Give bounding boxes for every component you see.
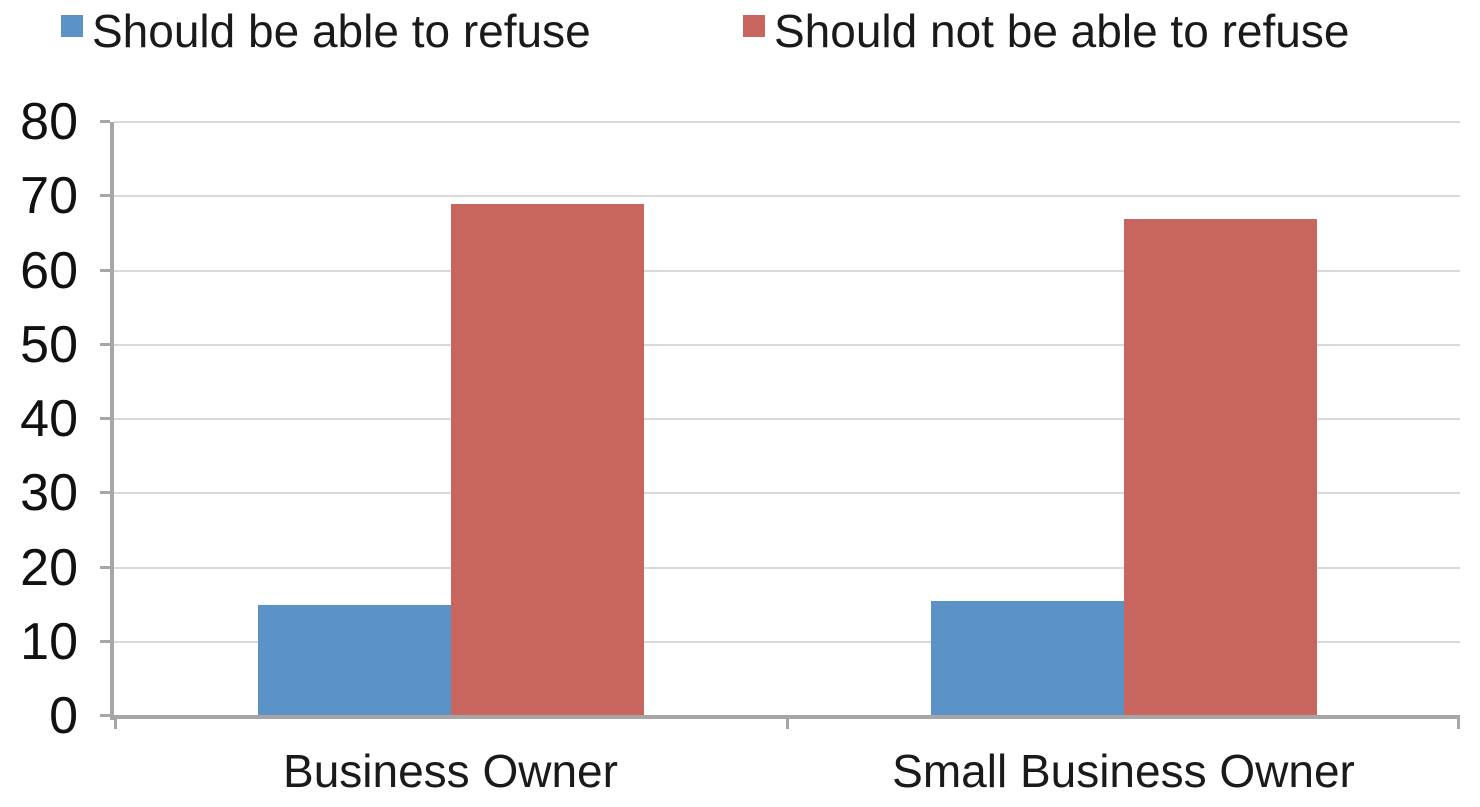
y-tick-label-40: 40	[20, 390, 78, 448]
y-tick-label-70: 70	[20, 167, 78, 226]
gridline-30	[114, 492, 1460, 495]
y-axis-tick-0	[100, 714, 110, 717]
bar-business-owner-should-be-able-to-refuse	[257, 605, 451, 716]
x-axis-labels: Business Owner Small Business Owner	[0, 748, 1480, 804]
y-axis-tick-40	[100, 417, 110, 420]
y-axis-labels: 0 10 20 30 40 50 60 70 80	[0, 96, 78, 742]
bar-business-owner-should-not-be-able-to-refuse	[450, 204, 644, 716]
y-axis-tick-70	[100, 194, 110, 198]
gridline-20	[114, 566, 1460, 569]
legend-item-should-be-able-to-refuse: Should be able to refuse	[61, 0, 591, 54]
legend-label: Should be able to refuse	[92, 5, 591, 57]
category-label-small-business-owner: Small Business Owner	[892, 745, 1355, 797]
gridline-50	[114, 343, 1460, 346]
bar-group-small-business-owner	[787, 122, 1460, 716]
y-tick-label-10: 10	[20, 612, 78, 671]
y-axis-tick-10	[100, 639, 110, 643]
legend-item-should-not-be-able-to-refuse: Should not be able to refuse	[743, 0, 1349, 54]
bar-group-business-owner	[114, 122, 787, 716]
gridline-40	[114, 418, 1460, 420]
bar-small-business-owner-should-not-be-able-to-refuse	[1123, 219, 1317, 716]
gridline-80	[114, 121, 1460, 123]
plot-area	[100, 120, 1460, 729]
x-axis-line	[110, 715, 1460, 719]
legend-swatch-icon	[743, 15, 765, 37]
x-axis-tick-1	[786, 716, 789, 729]
y-axis-tick-60	[100, 268, 110, 272]
y-axis-tick-20	[100, 565, 110, 569]
y-tick-label-20: 20	[20, 538, 78, 597]
legend-swatch-icon	[61, 15, 83, 37]
x-axis-tick-2	[1457, 716, 1460, 729]
y-tick-label-30: 30	[20, 464, 78, 523]
x-axis-tick-0	[114, 716, 117, 729]
legend-label: Should not be able to refuse	[774, 5, 1350, 57]
chart-legend: Should be able to refuse Should not be ab…	[0, 0, 1480, 70]
y-tick-label-80: 80	[20, 93, 78, 151]
gridline-10	[114, 640, 1460, 643]
y-axis-line	[110, 122, 114, 720]
y-axis-tick-30	[100, 491, 110, 495]
category-label-business-owner: Business Owner	[283, 745, 618, 797]
y-tick-label-60: 60	[20, 241, 78, 300]
y-axis-tick-80	[100, 120, 110, 123]
gridline-60	[114, 269, 1460, 272]
bar-small-business-owner-should-be-able-to-refuse	[930, 601, 1124, 716]
y-axis-tick-50	[100, 342, 110, 346]
y-tick-label-50: 50	[20, 315, 78, 374]
y-tick-label-0: 0	[49, 687, 78, 745]
gridline-70	[114, 195, 1460, 198]
